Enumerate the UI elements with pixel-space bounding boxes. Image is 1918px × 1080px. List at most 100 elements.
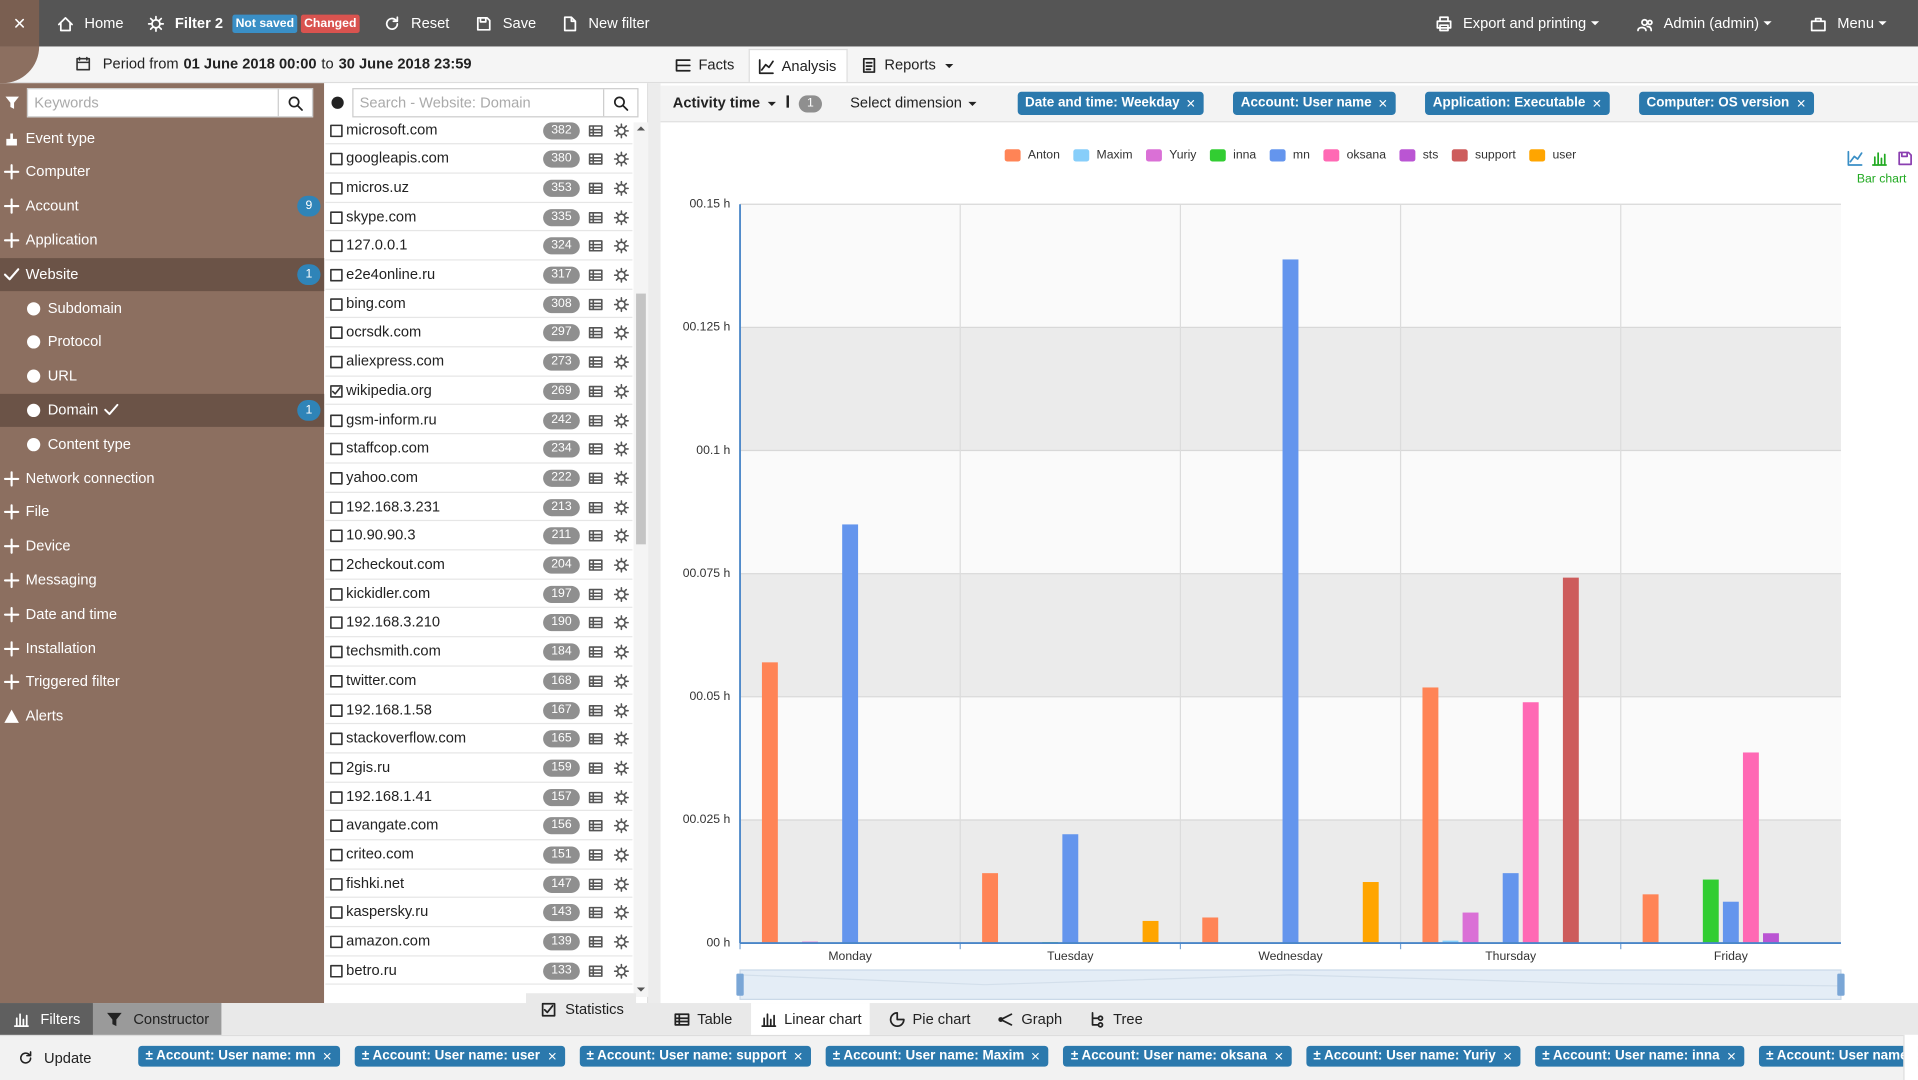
- sidebar-subitem[interactable]: Content type: [0, 428, 324, 461]
- sidebar-item[interactable]: Event type: [0, 122, 324, 155]
- domain-row[interactable]: 192.168.1.41 157: [325, 782, 633, 812]
- keyword-search[interactable]: Keywords: [26, 88, 314, 118]
- toolbar-button[interactable]: Reset: [410, 14, 450, 32]
- domain-row[interactable]: gsm-inform.ru 242: [325, 405, 633, 435]
- view-tab[interactable]: Tree: [1080, 1003, 1151, 1035]
- domain-row[interactable]: skype.com 335: [325, 203, 633, 232]
- details-icon: [588, 501, 603, 513]
- measure-select[interactable]: Activity time: [672, 94, 761, 112]
- domain-row[interactable]: techsmith.com 184: [325, 637, 633, 667]
- icon-shape: [588, 501, 603, 513]
- domain-row[interactable]: staffcop.com 234: [325, 434, 633, 464]
- domain-row[interactable]: kickidler.com 197: [325, 579, 633, 609]
- sidebar-item[interactable]: Installation: [0, 632, 324, 665]
- domain-row[interactable]: googleapis.com 380: [325, 145, 633, 174]
- toolbar-button[interactable]: Home: [84, 14, 124, 32]
- sidebar-item[interactable]: Triggered filter: [0, 666, 324, 699]
- statistics-button[interactable]: Statistics: [525, 993, 637, 1026]
- sidebar-item[interactable]: Website 1: [0, 257, 325, 291]
- settings-icon: [613, 441, 629, 457]
- applied-filter-chip[interactable]: ± Account: User name: Yuriy: [1306, 1045, 1521, 1067]
- tab[interactable]: Analysis: [748, 48, 848, 82]
- sidebar-subitem[interactable]: Domain 1: [0, 393, 325, 427]
- domain-row[interactable]: bing.com 308: [325, 290, 633, 319]
- domain-row[interactable]: 10.90.90.3 211: [325, 521, 633, 551]
- applied-filter-chip[interactable]: ± Account: User name: inna: [1534, 1045, 1745, 1067]
- domain-search[interactable]: Search - Website: Domain: [352, 88, 639, 118]
- tab[interactable]: Facts: [667, 49, 744, 82]
- bar: [842, 524, 859, 944]
- domain-row[interactable]: 127.0.0.1 324: [325, 232, 633, 261]
- domain-row[interactable]: amazon.com 139: [325, 927, 633, 957]
- dimension-chip[interactable]: Application: Executable: [1425, 91, 1610, 115]
- icon-shape: [1878, 21, 1887, 26]
- plus-icon: [3, 674, 20, 690]
- domain-row[interactable]: betro.ru 133: [325, 956, 633, 986]
- search-button[interactable]: [277, 89, 312, 117]
- dimension-chip[interactable]: Computer: OS version: [1639, 91, 1814, 115]
- domain-row[interactable]: fishki.net 147: [325, 869, 633, 899]
- sidebar-subitem[interactable]: Protocol: [0, 326, 324, 359]
- sidebar-item[interactable]: Messaging: [0, 564, 324, 597]
- domain-row[interactable]: 192.168.3.231 213: [325, 492, 633, 522]
- domain-row[interactable]: twitter.com 168: [325, 666, 633, 696]
- domain-row[interactable]: wikipedia.org 269: [325, 377, 633, 406]
- applied-filter-chip[interactable]: ± Account: User name: oksana: [1063, 1045, 1292, 1067]
- applied-filter-chip[interactable]: ± Account: User name: support: [579, 1045, 811, 1067]
- domain-row[interactable]: stackoverflow.com 165: [325, 724, 633, 754]
- applied-filter-chip[interactable]: ± Account: User name: user: [354, 1045, 565, 1067]
- search-button[interactable]: [603, 89, 637, 117]
- checkbox: [330, 819, 343, 833]
- domain-row[interactable]: 2gis.ru 159: [325, 753, 633, 783]
- select-dimension[interactable]: Select dimension: [850, 94, 962, 112]
- view-tab[interactable]: Table: [664, 1003, 741, 1035]
- scrollbar-thumb[interactable]: [636, 293, 646, 545]
- sidebar-subitem[interactable]: Subdomain: [0, 292, 324, 325]
- sidebar-item[interactable]: File: [0, 496, 324, 529]
- view-tab[interactable]: Graph: [988, 1003, 1070, 1035]
- sidebar-subitem[interactable]: URL: [0, 360, 324, 393]
- tab[interactable]: Reports: [853, 49, 968, 82]
- applied-filter-chip[interactable]: ± Account: User name: Maxim: [825, 1045, 1049, 1067]
- toolbar-button[interactable]: Export and printing: [1462, 14, 1587, 32]
- domain-row[interactable]: kaspersky.ru 143: [325, 898, 633, 928]
- sidebar-item[interactable]: Account 9: [0, 190, 324, 223]
- panel-tab[interactable]: Constructor: [92, 1003, 222, 1035]
- domain-row[interactable]: 2checkout.com 204: [325, 550, 633, 580]
- checkbox: [330, 587, 343, 601]
- domain-row[interactable]: micros.uz 353: [325, 174, 633, 203]
- sidebar-item[interactable]: Alerts: [0, 700, 324, 733]
- domain-row[interactable]: ocrsdk.com 297: [325, 319, 633, 348]
- splitter[interactable]: [648, 83, 661, 1004]
- settings-icon: [613, 499, 629, 515]
- applied-filter-chip[interactable]: ± Account: User name: mn: [138, 1045, 340, 1067]
- sidebar-item[interactable]: Computer: [0, 156, 324, 189]
- domain-row[interactable]: 192.168.3.210 190: [325, 608, 633, 638]
- sidebar-item[interactable]: Network connection: [0, 462, 324, 495]
- sidebar-item[interactable]: Application: [0, 224, 324, 257]
- toolbar-button[interactable]: Filter 2: [174, 14, 224, 32]
- toolbar-button[interactable]: Menu: [1837, 14, 1874, 32]
- domain-row[interactable]: avangate.com 156: [325, 811, 633, 841]
- domain-row[interactable]: 192.168.1.58 167: [325, 695, 633, 725]
- dimension-chip[interactable]: Account: User name: [1233, 91, 1397, 115]
- applied-filter-chip[interactable]: ± Account: User name: sts: [1758, 1045, 1918, 1067]
- domain-row[interactable]: criteo.com 151: [325, 840, 633, 870]
- legend-label: support: [1475, 148, 1516, 162]
- panel-tab[interactable]: Filters: [0, 1003, 93, 1035]
- toolbar-button[interactable]: Admin (admin): [1663, 14, 1760, 32]
- domain-row[interactable]: aliexpress.com 273: [325, 348, 633, 377]
- sidebar-item[interactable]: Date and time: [0, 598, 324, 631]
- legend-swatch: [1146, 149, 1162, 162]
- sidebar-item[interactable]: Device: [0, 530, 324, 563]
- view-tab[interactable]: Linear chart: [751, 1003, 871, 1035]
- toolbar-button[interactable]: Save: [502, 14, 537, 32]
- domain-name: staffcop.com: [346, 439, 430, 457]
- domain-row[interactable]: microsoft.com 382: [325, 116, 633, 145]
- view-tab[interactable]: Pie chart: [879, 1003, 979, 1035]
- domain-row[interactable]: e2e4online.ru 317: [325, 261, 633, 290]
- dimension-chip[interactable]: Date and time: Weekday: [1017, 91, 1205, 115]
- domain-row[interactable]: yahoo.com 222: [325, 463, 633, 493]
- toolbar-button[interactable]: New filter: [588, 14, 650, 32]
- update-button[interactable]: Update: [12, 1047, 91, 1069]
